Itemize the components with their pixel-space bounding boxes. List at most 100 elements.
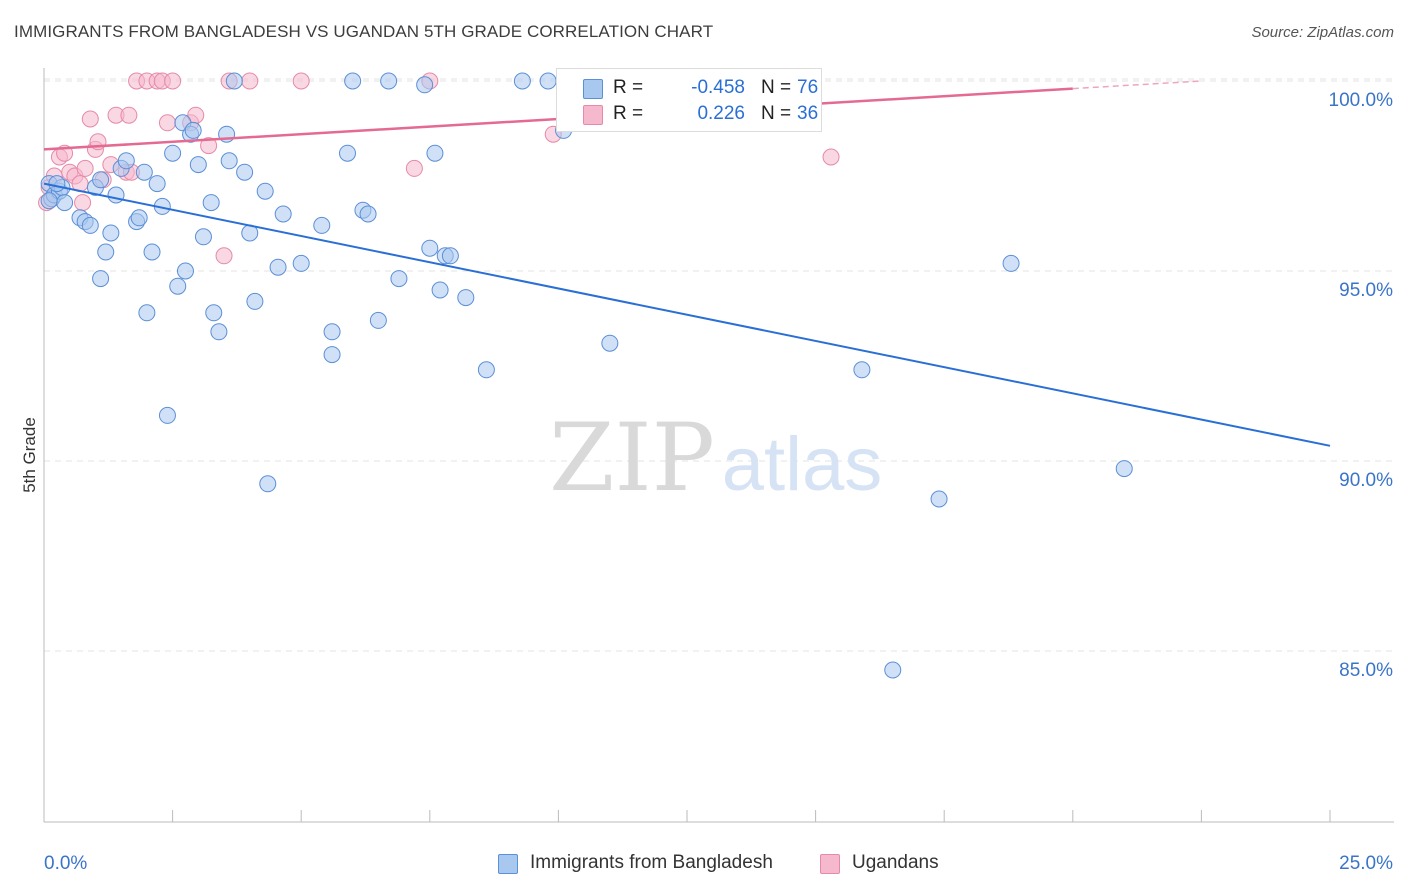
y-tick-label: 90.0% [1339, 470, 1393, 491]
point-bangladesh [97, 243, 115, 261]
axes [43, 68, 1394, 823]
point-ugandans [164, 72, 182, 90]
stats-n-value: 36 [797, 103, 819, 124]
point-bangladesh [338, 144, 356, 162]
stats-n-label: N = [761, 77, 792, 98]
point-bangladesh [225, 72, 243, 90]
watermark: ZIP atlas [549, 404, 882, 513]
point-bangladesh [390, 270, 408, 288]
point-bangladesh [117, 152, 135, 170]
point-bangladesh [359, 205, 377, 223]
point-bangladesh [130, 209, 148, 227]
point-bangladesh [56, 194, 74, 212]
point-bangladesh [853, 361, 871, 379]
point-ugandans [74, 194, 92, 212]
point-bangladesh [539, 72, 557, 90]
point-bangladesh [184, 121, 202, 139]
point-bangladesh [601, 334, 619, 352]
point-ugandans [215, 247, 233, 265]
point-bangladesh [457, 289, 475, 307]
watermark-zip: ZIP [549, 404, 715, 513]
point-ugandans [405, 159, 423, 177]
point-bangladesh [135, 163, 153, 181]
x-tick-label: 0.0% [44, 853, 87, 874]
tick-labels: 85.0% 90.0% 95.0% 100.0% 0.0% 25.0% [44, 90, 1393, 874]
legend: Immigrants from Bangladesh Ugandans [0, 852, 1406, 878]
x-tick-label: 25.0% [1339, 853, 1393, 874]
point-bangladesh [274, 205, 292, 223]
point-ugandans [200, 137, 218, 155]
trend-line-ugandans-extension [1072, 80, 1202, 90]
legend-label-bangladesh: Immigrants from Bangladesh [530, 852, 773, 873]
stats-swatch-bangladesh [583, 79, 603, 99]
trend-lines [43, 80, 1331, 447]
point-ugandans [241, 72, 259, 90]
point-bangladesh [107, 186, 125, 204]
stats-r-label: R = [613, 103, 644, 124]
point-bangladesh [102, 224, 120, 242]
point-bangladesh [323, 323, 341, 341]
stats-r-value: 0.226 [697, 103, 745, 124]
point-ugandans [292, 72, 310, 90]
point-bangladesh [884, 661, 902, 679]
point-bangladesh [1002, 254, 1020, 272]
series-bangladesh-points [40, 72, 1133, 679]
point-bangladesh [421, 239, 439, 257]
point-bangladesh [92, 270, 110, 288]
point-bangladesh [416, 76, 434, 94]
point-bangladesh [246, 292, 264, 310]
point-bangladesh [158, 406, 176, 424]
point-bangladesh [313, 216, 331, 234]
point-bangladesh [513, 72, 531, 90]
chart-title: IMMIGRANTS FROM BANGLADESH VS UGANDAN 5T… [14, 22, 714, 41]
point-bangladesh [176, 262, 194, 280]
point-bangladesh [169, 277, 187, 295]
point-bangladesh [164, 144, 182, 162]
point-bangladesh [148, 175, 166, 193]
point-bangladesh [431, 281, 449, 299]
point-bangladesh [194, 228, 212, 246]
point-bangladesh [220, 152, 238, 170]
point-bangladesh [441, 247, 459, 265]
source-credit: Source: ZipAtlas.com [1251, 24, 1394, 41]
point-bangladesh [323, 346, 341, 364]
legend-label-ugandans: Ugandans [852, 852, 939, 873]
point-bangladesh [236, 163, 254, 181]
point-bangladesh [205, 304, 223, 322]
point-bangladesh [210, 323, 228, 341]
point-bangladesh [292, 254, 310, 272]
y-axis-title: 5th Grade [20, 417, 39, 493]
watermark-atlas: atlas [722, 422, 883, 507]
point-bangladesh [40, 192, 58, 210]
point-bangladesh [930, 490, 948, 508]
point-bangladesh [380, 72, 398, 90]
legend-swatch-ugandans [820, 854, 840, 874]
point-bangladesh [256, 182, 274, 200]
stats-n-label: N = [761, 103, 792, 124]
point-bangladesh [1115, 460, 1133, 478]
y-tick-label: 95.0% [1339, 280, 1393, 301]
point-bangladesh [426, 144, 444, 162]
point-ugandans [158, 114, 176, 132]
point-ugandans [81, 110, 99, 128]
stats-n-value: 76 [797, 77, 819, 98]
point-bangladesh [48, 175, 66, 193]
point-bangladesh [477, 361, 495, 379]
legend-swatch-bangladesh [498, 854, 518, 874]
point-bangladesh [369, 311, 387, 329]
stats-r-value: -0.458 [691, 77, 745, 98]
point-bangladesh [81, 216, 99, 234]
stats-r-label: R = [613, 77, 644, 98]
point-bangladesh [344, 72, 362, 90]
point-ugandans [822, 148, 840, 166]
trend-line-bangladesh [43, 182, 1331, 447]
point-bangladesh [143, 243, 161, 261]
point-bangladesh [259, 475, 277, 493]
point-bangladesh [92, 171, 110, 189]
point-bangladesh [138, 304, 156, 322]
point-ugandans [76, 159, 94, 177]
y-tick-label: 100.0% [1329, 90, 1394, 111]
point-bangladesh [269, 258, 287, 276]
y-tick-label: 85.0% [1339, 660, 1393, 681]
